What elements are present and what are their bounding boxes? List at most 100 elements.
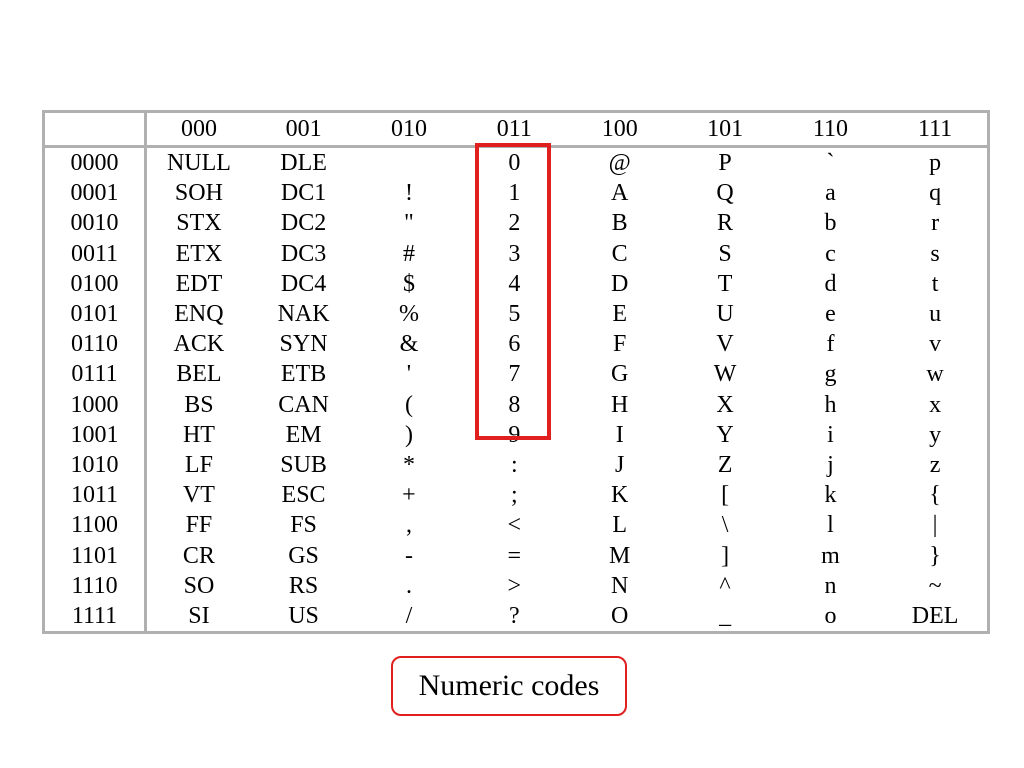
table-cell: 8 xyxy=(508,391,521,418)
table-cell: * xyxy=(402,452,415,479)
table-cell: e xyxy=(825,301,836,328)
table-cell: ; xyxy=(510,482,518,509)
table-cell: ` xyxy=(826,150,835,176)
table-cell: DLE xyxy=(280,150,327,176)
table-cell: W xyxy=(713,361,737,388)
table-cell: HT xyxy=(182,421,215,448)
table-cell: GS xyxy=(288,542,319,569)
row-header: 1000 xyxy=(43,389,147,420)
table-cell: ( xyxy=(404,391,413,418)
table-cell: LF xyxy=(184,452,213,479)
table-cell: , xyxy=(405,512,412,539)
caption-text: Numeric codes xyxy=(418,669,600,702)
table-cell: g xyxy=(824,361,837,388)
table-cell: 6 xyxy=(508,331,521,358)
table-cell: NULL xyxy=(166,150,231,176)
table-cell: ? xyxy=(508,603,520,630)
table-cell: > xyxy=(507,572,522,599)
table-cell: b xyxy=(824,210,837,237)
table-cell: v xyxy=(929,331,942,358)
row-header: 1111 xyxy=(43,601,147,633)
table-cell: SI xyxy=(188,603,210,630)
table-cell: { xyxy=(929,482,941,509)
table-cell: u xyxy=(929,301,942,328)
table-cell: % xyxy=(398,301,419,328)
table-cell: : xyxy=(510,452,518,479)
table-cell: w xyxy=(926,361,944,388)
row-header: 0000 xyxy=(43,146,147,179)
table-cell: o xyxy=(824,603,837,630)
table-cell: # xyxy=(402,240,415,267)
table-cell: DC1 xyxy=(280,180,327,207)
table-row: 1110 SO RS. > N ^ n ~ xyxy=(43,570,989,602)
table-cell: FS xyxy=(290,512,317,539)
table-cell: 1 xyxy=(508,180,521,207)
table-cell: a xyxy=(825,180,836,207)
table-cell: ACK xyxy=(173,331,225,358)
table-cell: ] xyxy=(721,542,730,569)
table-cell: p xyxy=(929,150,942,176)
table-cell: I xyxy=(615,421,624,448)
table-cell: 7 xyxy=(508,361,521,388)
table-cell: G xyxy=(611,361,629,388)
table-cell: = xyxy=(507,542,522,569)
column-header: 000 xyxy=(145,111,251,148)
table-cell: ^ xyxy=(719,572,731,599)
numeric-codes-caption: Numeric codes xyxy=(391,656,627,716)
table-cell: & xyxy=(399,331,419,358)
table-cell: [ xyxy=(721,482,730,509)
table-cell: A xyxy=(611,180,629,207)
table-cell: z xyxy=(929,452,941,479)
table-cell: V xyxy=(716,331,734,358)
table-cell xyxy=(356,147,461,179)
table-cell: FF xyxy=(185,512,213,539)
row-header: 1011 xyxy=(43,480,147,511)
table-cell: 3 xyxy=(508,240,521,267)
table-cell: Z xyxy=(717,452,733,479)
table-cell: ! xyxy=(404,180,413,207)
row-header: 0111 xyxy=(43,359,147,390)
table-cell: x xyxy=(929,391,942,418)
table-cell: / xyxy=(405,603,413,630)
table-cell: } xyxy=(929,542,941,569)
table-cell: ESC xyxy=(281,482,326,509)
table-cell: SO xyxy=(183,572,215,599)
table-cell: BS xyxy=(184,391,214,418)
table-cell: SOH xyxy=(174,180,223,207)
table-cell: 0 xyxy=(508,150,521,176)
table-cell: ENQ xyxy=(174,301,224,328)
table-cell: i xyxy=(827,421,834,448)
table-cell: BEL xyxy=(176,361,222,388)
row-header: 0100 xyxy=(43,268,147,300)
table-cell: " xyxy=(404,210,414,237)
table-cell: . xyxy=(405,572,412,599)
table-cell: h xyxy=(824,391,837,418)
table-cell: STX xyxy=(176,210,222,237)
table-cell: n xyxy=(824,572,837,599)
row-header: 1101 xyxy=(43,540,147,571)
table-cell: X xyxy=(716,391,734,418)
table-cell: j xyxy=(827,452,834,479)
table-cell: CR xyxy=(182,542,215,569)
table-cell: NAK xyxy=(277,301,330,328)
table-cell: f xyxy=(826,331,835,358)
table-cell: @ xyxy=(608,150,631,176)
table-cell: _ xyxy=(719,603,732,630)
table-cell: Y xyxy=(716,421,734,448)
table-cell: ) xyxy=(404,421,413,448)
table-cell: SUB xyxy=(280,452,327,479)
column-header: 001 xyxy=(250,111,357,148)
column-header: 100 xyxy=(567,111,673,148)
table-cell: s xyxy=(930,240,940,267)
table-cell: DC4 xyxy=(280,270,327,297)
table-cell: VT xyxy=(182,482,215,509)
column-header: 101 xyxy=(672,111,778,148)
